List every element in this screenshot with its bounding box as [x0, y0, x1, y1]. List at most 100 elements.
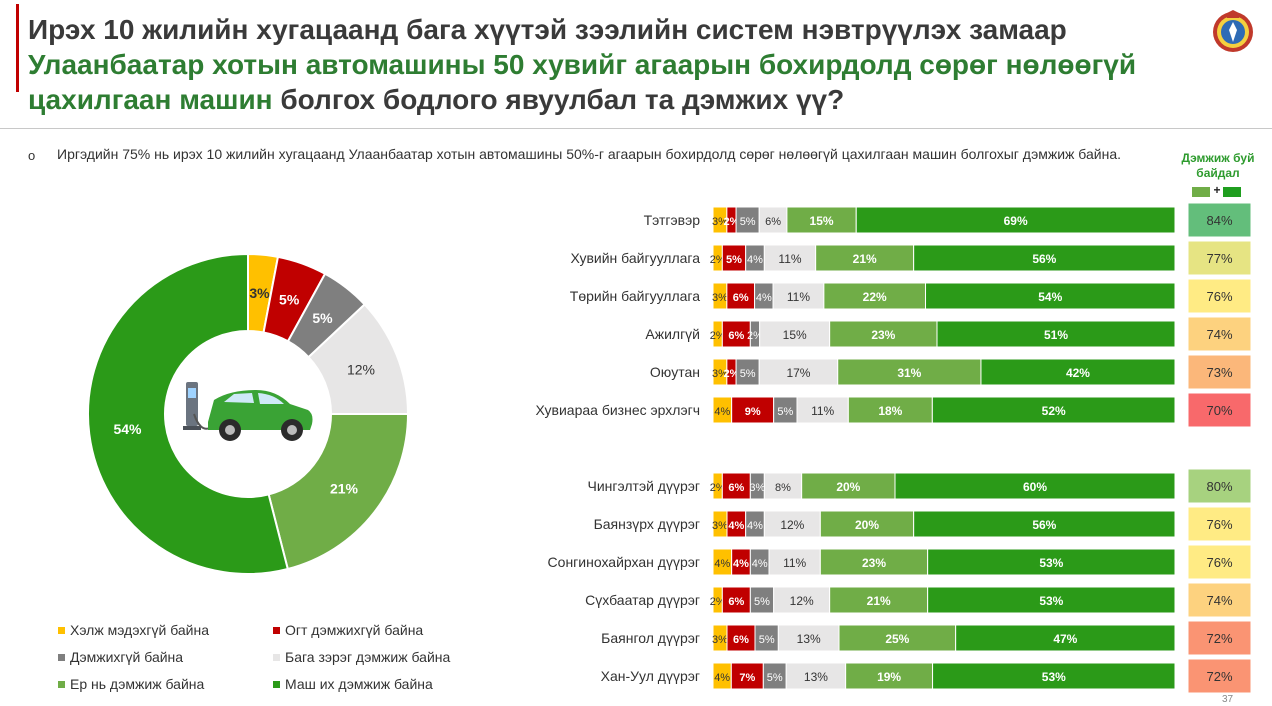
bar-segment-label: 4% — [733, 558, 749, 570]
support-cell — [1187, 354, 1252, 390]
bar-segment — [758, 358, 839, 386]
header-divider — [0, 128, 1272, 129]
bar-segment-label: 53% — [1039, 594, 1063, 608]
bar-segment — [913, 510, 1176, 538]
support-value: 74% — [1206, 327, 1232, 342]
bar-segment — [786, 206, 857, 234]
support-cell — [1187, 278, 1252, 314]
bar-segment-label: 6% — [733, 292, 749, 304]
bar-segment — [721, 586, 751, 614]
bar-segment-label: 53% — [1042, 670, 1066, 684]
support-value: 76% — [1206, 555, 1232, 570]
title-line-1: Ирэх 10 жилийн хугацаанд бага хүүтэй зээ… — [28, 14, 1067, 45]
support-value: 76% — [1206, 289, 1232, 304]
bar-segment — [763, 472, 803, 500]
bar-category-label: Ажилгүй — [645, 326, 700, 342]
bar-segment — [759, 320, 831, 348]
bar-segment — [980, 358, 1176, 386]
bar-segment-label: 6% — [728, 330, 744, 342]
bar-category-label: Чингэлтэй дүүрэг — [588, 478, 700, 494]
bar-segment-label: 3% — [712, 634, 728, 646]
bar-segment-label: 4% — [752, 558, 768, 570]
bar-segment — [838, 624, 957, 652]
donut-slice-label: 3% — [249, 285, 270, 301]
bar-category-label: Сонгинохайрхан дүүрэг — [548, 554, 700, 570]
bar-segment — [815, 244, 915, 272]
bar-category-label: Баянгол дүүрэг — [601, 630, 700, 646]
bar-category-label: Баянзүрх дүүрэг — [594, 516, 700, 532]
bar-segment-label: 3% — [712, 520, 728, 532]
support-key-plus: + — [1213, 183, 1221, 197]
donut-slice-label: 5% — [312, 310, 333, 326]
bar-category-label: Хан-Уул дүүрэг — [601, 668, 700, 684]
support-cell — [1187, 506, 1252, 542]
bar-segment-label: 54% — [1038, 290, 1062, 304]
bar-segment-label: 4% — [756, 292, 772, 304]
bar-segment — [913, 244, 1176, 272]
support-cell — [1187, 620, 1252, 656]
bar-segment-label: 18% — [878, 404, 902, 418]
support-cell — [1187, 544, 1252, 580]
bar-segment-label: 4% — [728, 520, 744, 532]
bar-segment-label: 15% — [783, 328, 807, 342]
bar-segment-label: 5% — [754, 596, 770, 608]
legend-label: Ер нь дэмжиж байна — [70, 676, 205, 692]
support-key: + — [1192, 183, 1242, 198]
legend-label: Бага зэрэг дэмжиж байна — [285, 649, 451, 665]
state-emblem-icon — [1213, 10, 1253, 52]
bar-segment — [763, 510, 821, 538]
bar-segment-label: 23% — [862, 556, 886, 570]
bar-segment-label: 3% — [712, 292, 728, 304]
bar-segment — [894, 472, 1176, 500]
bar-segment — [927, 548, 1176, 576]
bar-segment-label: 13% — [804, 670, 828, 684]
support-cell — [1187, 658, 1252, 694]
bar-segment-label: 11% — [778, 252, 801, 266]
support-value: 73% — [1206, 365, 1232, 380]
title-line-3-green: цахилгаан машин — [28, 84, 273, 115]
support-key-swatch — [1192, 187, 1210, 197]
bar-segment — [721, 320, 751, 348]
bar-segment-label: 11% — [783, 556, 806, 570]
bar-segment — [847, 396, 933, 424]
bar-segment-label: 3% — [749, 482, 765, 494]
bar-segment-label: 6% — [733, 634, 749, 646]
support-value: 80% — [1206, 479, 1232, 494]
bar-category-label: Сүхбаатар дүүрэг — [585, 592, 700, 608]
legend-label: Огт дэмжихгүй байна — [285, 622, 424, 638]
bar-segment-label: 52% — [1042, 404, 1066, 418]
title-line-3: цахилгаан машин болгох бодлого явуулбал … — [28, 82, 1208, 117]
title-line-2: Улаанбаатар хотын автомашины 50 хувийг а… — [28, 49, 1137, 80]
note-bullet: o — [28, 148, 36, 163]
bar-segment-label: 20% — [855, 518, 879, 532]
bar-segment-label: 5% — [740, 216, 756, 228]
bar-segment-label: 2% — [747, 330, 763, 342]
support-value: 72% — [1206, 631, 1232, 646]
bar-segment-label: 21% — [867, 594, 891, 608]
bar-segment — [932, 662, 1176, 690]
bar-segment-label: 5% — [759, 634, 775, 646]
bar-category-label: Хувиараа бизнес эрхлэгч — [536, 402, 700, 418]
bar-segment-label: 25% — [885, 632, 909, 646]
bar-segment-label: 47% — [1053, 632, 1077, 646]
support-cell — [1187, 316, 1252, 352]
bar-segment — [819, 510, 915, 538]
bar-segment-label: 5% — [767, 672, 783, 684]
bar-segment-label: 42% — [1066, 366, 1090, 380]
bar-segment-label: 11% — [787, 290, 810, 304]
bar-segment-label: 4% — [714, 672, 730, 684]
donut-slice — [87, 252, 290, 575]
bar-segment-label: 15% — [810, 214, 834, 228]
bar-segment-label: 19% — [877, 670, 901, 684]
bar-segment — [721, 472, 751, 500]
support-value: 74% — [1206, 593, 1232, 608]
bar-segment-label: 56% — [1032, 252, 1056, 266]
bar-segment-label: 21% — [853, 252, 877, 266]
support-cell — [1187, 582, 1252, 618]
bar-segment-label: 4% — [747, 520, 763, 532]
bar-segment — [819, 548, 929, 576]
bar-segment-label: 22% — [863, 290, 887, 304]
title-line-3-rest: болгох бодлого явуулбал та дэмжих үү? — [272, 84, 845, 115]
bar-category-label: Төрийн байгууллага — [570, 288, 700, 304]
bar-segment — [777, 624, 840, 652]
